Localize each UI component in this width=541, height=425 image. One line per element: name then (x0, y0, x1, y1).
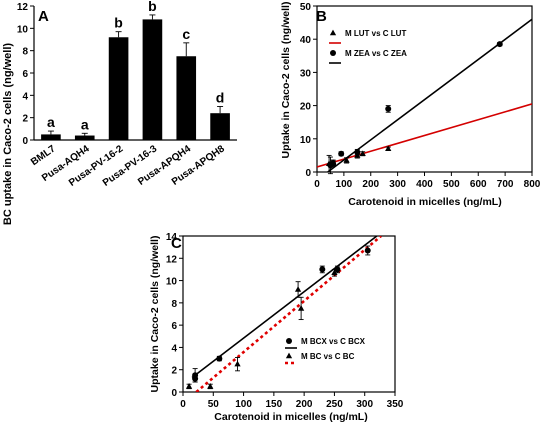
panel-c-data-point (185, 383, 193, 389)
panel-a-label: A (38, 8, 49, 25)
panel-c-y-tick-label: 8 (171, 299, 177, 310)
panel-b-data-point (354, 149, 361, 156)
panel-c-x-tick-label: 250 (326, 399, 343, 410)
panel-a-significance-letter: a (47, 114, 55, 130)
panel-b-y-axis-label: Uptake in Caco-2 cells (ng/well) (280, 2, 292, 159)
panel-c-x-tick-label: 200 (296, 399, 313, 410)
panel-b-legend-marker (329, 29, 337, 36)
panel-b-x-tick-label: 0 (314, 179, 320, 190)
panel-a-bar-chart: A BC uptake in Caco-2 cells (ng/well) 0 2… (2, 0, 237, 225)
panel-c-legend-label: M BC vs C BC (301, 352, 355, 361)
panel-b-legend-label: M LUT vs C LUT (345, 29, 406, 38)
panel-b-data-point (496, 41, 503, 48)
panel-c-x-tick-label: 0 (180, 399, 186, 410)
panel-b-legend-label: M ZEA vs C ZEA (345, 49, 407, 58)
panel-b-data-point (338, 150, 345, 157)
panel-c-fit-line (195, 236, 382, 392)
panel-b-y-tick-label: 40 (300, 35, 312, 46)
panel-c-data-point (364, 247, 371, 254)
panel-a-y-tick-label: 0 (22, 136, 28, 147)
panel-b-y-tick-label: 30 (300, 68, 312, 79)
panel-c-data-point (331, 269, 338, 276)
panel-b-y-tick-label: 10 (300, 135, 312, 146)
panel-c-label: C (171, 235, 182, 252)
panel-b-scatter-chart: B Uptake in Caco-2 cells (ng/well) Carot… (280, 2, 541, 208)
panel-b-x-tick-label: 100 (336, 179, 353, 190)
panel-c-data-point (207, 383, 214, 389)
panel-a-significance-letter: d (216, 90, 225, 106)
panel-b-x-tick-label: 600 (470, 179, 487, 190)
panel-a-bar (176, 56, 197, 140)
panel-a-y-tick-label: 10 (17, 24, 29, 35)
panel-a-y-tick-label: 6 (22, 69, 28, 80)
panel-a-bar (74, 135, 95, 140)
panel-b-x-tick-label: 200 (362, 179, 379, 190)
panel-a-bar (108, 37, 129, 141)
panel-c-scatter-chart: C Uptake in Caco-2 cells (ng/well) Carot… (149, 232, 404, 423)
panel-b-data-point (330, 160, 337, 167)
panel-b-data-point (359, 150, 366, 157)
panel-b-label: B (316, 8, 327, 25)
panel-c-data-point (297, 305, 305, 311)
panel-c-x-tick-label: 150 (266, 399, 283, 410)
panel-c-x-axis-label: Carotenoid in micelles (ng/mL) (214, 411, 367, 423)
panel-b-fit-line (317, 103, 532, 168)
panel-c-plot-frame (182, 235, 396, 393)
panel-a-bar (210, 113, 230, 140)
panel-a-bar (41, 134, 61, 140)
panel-c-legend-marker (285, 352, 293, 359)
panel-b-y-tick-label: 0 (305, 168, 311, 179)
panel-c-y-tick-label: 4 (171, 343, 177, 354)
panel-c-x-tick-label: 50 (208, 399, 220, 410)
panel-c-y-tick-label: 12 (166, 254, 178, 265)
panel-a-significance-letter: b (148, 0, 157, 14)
panel-c-fit-line (191, 236, 378, 379)
panel-c-y-tick-label: 2 (171, 366, 177, 377)
panel-a-bar (142, 19, 163, 140)
panel-c-y-axis-label: Uptake in Caco-2 cells (ng/well) (149, 236, 161, 393)
panel-b-data-point (343, 156, 350, 163)
panel-c-y-tick-label: 6 (171, 321, 177, 332)
panel-b-x-axis-label: Carotenoid in micelles (ng/mL) (348, 196, 501, 208)
panel-b-data-point (385, 105, 392, 112)
panel-a-y-tick-label: 12 (17, 2, 29, 13)
panel-b-x-tick-label: 400 (416, 179, 433, 190)
panel-b-y-tick-label: 20 (300, 102, 312, 113)
panel-a-y-tick-label: 8 (22, 47, 28, 58)
panel-b-y-tick-label: 50 (300, 2, 312, 13)
panel-c-y-tick-label: 14 (166, 232, 178, 243)
panel-b-x-tick-label: 700 (497, 179, 514, 190)
panel-b-data-point (385, 145, 392, 152)
panel-c-legend-marker (286, 338, 292, 344)
panel-c-data-point (234, 360, 241, 367)
panel-c-data-point (192, 372, 199, 379)
panel-c-x-tick-label: 300 (356, 399, 373, 410)
panel-c-data-point (294, 286, 302, 292)
panel-c-x-tick-label: 350 (387, 399, 404, 410)
panel-c-legend-label: M BCX vs C BCX (301, 337, 366, 346)
panel-a-y-tick-label: 4 (22, 91, 28, 102)
panel-c-x-tick-label: 100 (235, 399, 252, 410)
panel-b-x-tick-label: 500 (443, 179, 460, 190)
panel-c-y-tick-label: 0 (171, 388, 177, 399)
panel-c-data-point (319, 266, 326, 273)
panel-c-y-tick-label: 10 (166, 277, 178, 288)
panel-b-x-tick-label: 800 (524, 179, 541, 190)
panel-c-data-point (216, 355, 223, 362)
panel-a-significance-letter: c (182, 26, 190, 42)
panel-a-y-axis-label: BC uptake in Caco-2 cells (ng/well) (2, 43, 14, 225)
panel-a-y-tick-label: 2 (22, 114, 28, 125)
panel-a-significance-letter: a (81, 116, 89, 132)
panel-b-x-tick-label: 300 (389, 179, 406, 190)
panel-c-data-point (334, 266, 341, 273)
panel-a-significance-letter: b (114, 15, 123, 31)
panel-b-legend-marker (330, 50, 336, 56)
